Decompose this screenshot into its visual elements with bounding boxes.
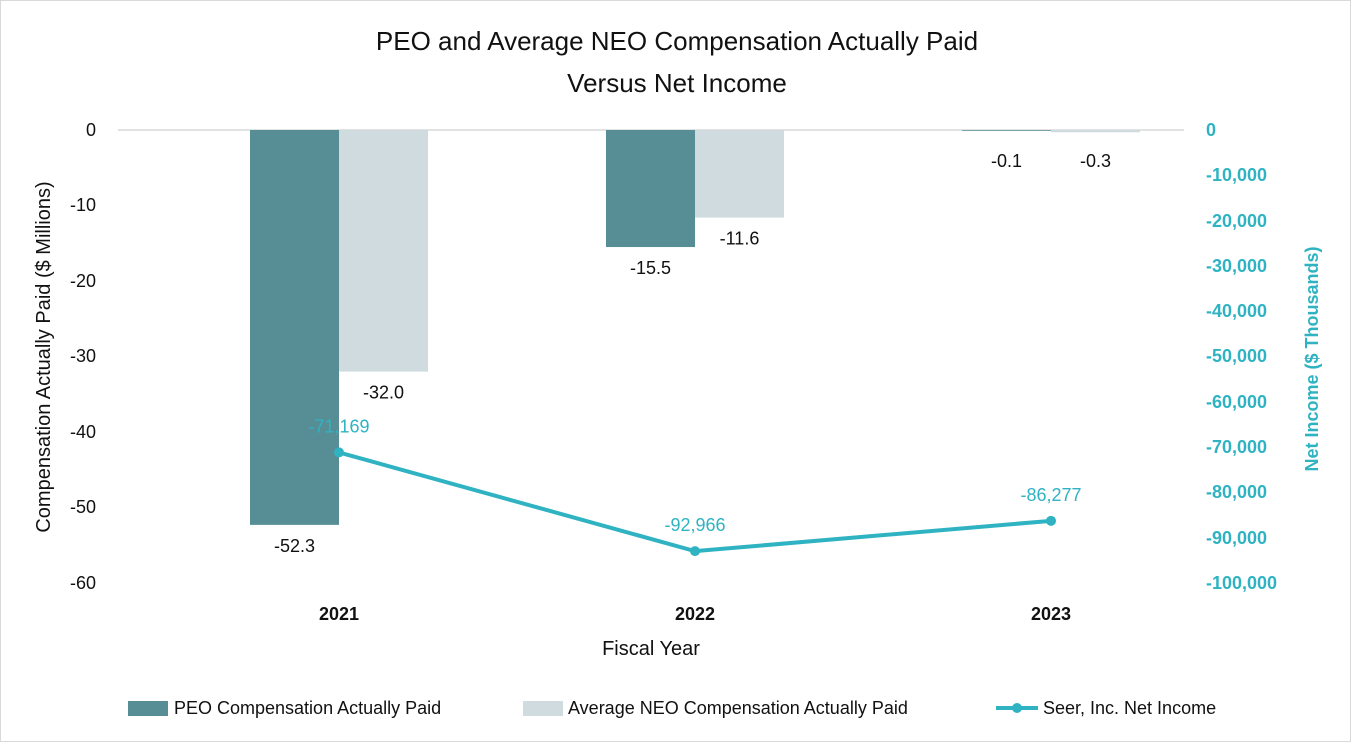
y-tick-label: 0 xyxy=(86,120,96,140)
x-axis-title: Fiscal Year xyxy=(602,638,700,660)
legend-label-net-income: Seer, Inc. Net Income xyxy=(1043,698,1216,718)
peo-bar xyxy=(962,130,1051,131)
neo-bars xyxy=(339,130,1140,372)
y2-tick-label: -80,000 xyxy=(1206,482,1267,502)
net-income-points xyxy=(334,447,1056,557)
y2-tick-label: -100,000 xyxy=(1206,573,1277,593)
peo-bar xyxy=(606,130,695,248)
y2-tick-label: -60,000 xyxy=(1206,392,1267,412)
peo-bars xyxy=(250,130,1051,525)
y2-axis-title: Net Income ($ Thousands) xyxy=(1302,246,1322,471)
neo-data-label: -0.3 xyxy=(1080,151,1111,171)
net-income-data-label: -71,169 xyxy=(308,416,369,436)
neo-data-label: -32.0 xyxy=(363,383,404,403)
y2-tick-label: 0 xyxy=(1206,120,1216,140)
net-income-line xyxy=(338,450,1052,554)
y2-tick-label: -90,000 xyxy=(1206,528,1267,548)
y2-tick-label: -10,000 xyxy=(1206,165,1267,185)
x-category-label: 2023 xyxy=(1031,604,1071,624)
peo-data-label: -15.5 xyxy=(630,258,671,278)
y-tick-label: -60 xyxy=(70,573,96,593)
y2-tick-label: -70,000 xyxy=(1206,437,1267,457)
net-income-data-label: -86,277 xyxy=(1020,485,1081,505)
y-axis-left: 0 -10 -20 -30 -40 -50 -60 xyxy=(70,120,96,593)
y-tick-label: -20 xyxy=(70,271,96,291)
y2-tick-label: -50,000 xyxy=(1206,346,1267,366)
neo-data-labels: -32.0 -11.6 -0.3 xyxy=(363,151,1111,403)
net-income-data-label: -92,966 xyxy=(664,515,725,535)
net-income-point xyxy=(690,546,700,557)
neo-bar xyxy=(1051,130,1140,133)
chart-title-line-2: Versus Net Income xyxy=(567,68,787,98)
net-income-data-labels: -71,169 -92,966 -86,277 xyxy=(308,416,1081,535)
peo-data-label: -52.3 xyxy=(274,536,315,556)
legend-marker-net-income xyxy=(1012,703,1022,713)
chart-title-line-1: PEO and Average NEO Compensation Actuall… xyxy=(376,26,978,56)
y-axis-right: 0 -10,000 -20,000 -30,000 -40,000 -50,00… xyxy=(1206,120,1277,593)
net-income-point xyxy=(1046,515,1056,526)
legend-swatch-peo xyxy=(128,701,168,716)
legend: PEO Compensation Actually Paid Average N… xyxy=(128,698,1216,718)
neo-bar xyxy=(695,130,784,218)
legend-label-peo: PEO Compensation Actually Paid xyxy=(174,698,441,718)
y2-tick-label: -20,000 xyxy=(1206,211,1267,231)
y-tick-label: -30 xyxy=(70,346,96,366)
net-income-point xyxy=(334,447,344,458)
y2-tick-label: -30,000 xyxy=(1206,256,1267,276)
neo-data-label: -11.6 xyxy=(720,229,760,249)
peo-data-labels: -52.3 -15.5 -0.1 xyxy=(274,151,1022,556)
x-category-label: 2022 xyxy=(675,604,715,624)
peo-bar xyxy=(250,130,339,525)
legend-swatch-neo xyxy=(523,701,563,716)
y-tick-label: -10 xyxy=(70,195,96,215)
legend-label-neo: Average NEO Compensation Actually Paid xyxy=(568,698,908,718)
y-tick-label: -50 xyxy=(70,497,96,517)
y-tick-label: -40 xyxy=(70,422,96,442)
peo-data-label: -0.1 xyxy=(991,151,1022,171)
x-category-label: 2021 xyxy=(319,604,359,624)
y-axis-title: Compensation Actually Paid ($ Millions) xyxy=(33,181,55,532)
neo-bar xyxy=(339,130,428,372)
y2-tick-label: -40,000 xyxy=(1206,301,1267,321)
